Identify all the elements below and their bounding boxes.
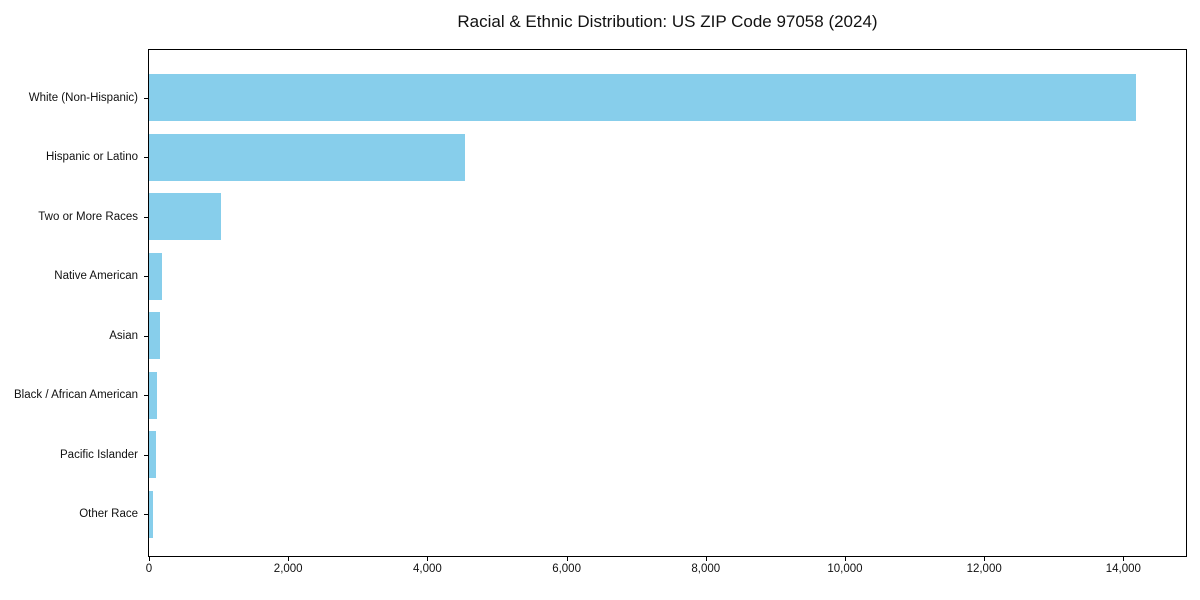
y-tick-label: Native American [54,270,138,283]
x-tick-mark [427,557,429,561]
y-tick-mark [144,514,148,516]
x-tick-mark [149,557,150,561]
y-tick-label: Two or More Races [38,210,138,223]
bar-asian [149,312,160,360]
x-tick-mark [844,557,846,561]
x-tick-label: 12,000 [966,563,1002,575]
y-tick-label: Asian [109,329,138,342]
bar-two-or-more-races [149,193,222,241]
x-tick-label: 0 [145,563,153,575]
x-tick-label: 14,000 [1105,563,1141,575]
bar-other-race [149,490,153,538]
x-tick-label: 6,000 [552,563,581,575]
y-tick-mark [144,216,148,218]
bar-hispanic-or-latino [149,133,465,181]
x-tick-mark [566,557,568,561]
y-tick-mark [144,395,148,397]
x-tick-mark [705,557,707,561]
y-tick-label: Black / African American [14,389,138,402]
x-tick-label: 2,000 [273,563,303,575]
y-tick-label: White (Non-Hispanic) [28,91,138,104]
y-tick-label: Hispanic or Latino [45,151,138,164]
x-tick-label: 10,000 [827,563,863,575]
bar-white-non-hispanic [149,74,1136,122]
x-tick-mark [288,557,290,561]
y-tick-label: Other Race [79,508,138,521]
x-tick-label: 4,000 [412,563,442,575]
x-tick-mark [984,557,986,561]
y-tick-mark [144,276,148,278]
chart-title: Racial & Ethnic Distribution: US ZIP Cod… [457,12,878,31]
y-tick-mark [144,335,148,337]
y-tick-mark [144,454,148,456]
bar-native-american [149,252,163,300]
plot-area [148,49,1187,557]
x-tick-mark [1123,557,1125,561]
y-tick-label: Pacific Islander [60,448,138,461]
bar-pacific-islander [149,431,157,479]
y-tick-mark [144,97,148,99]
bar-black-african-american [149,371,157,419]
y-tick-mark [144,157,148,159]
x-tick-label: 8,000 [691,563,721,575]
